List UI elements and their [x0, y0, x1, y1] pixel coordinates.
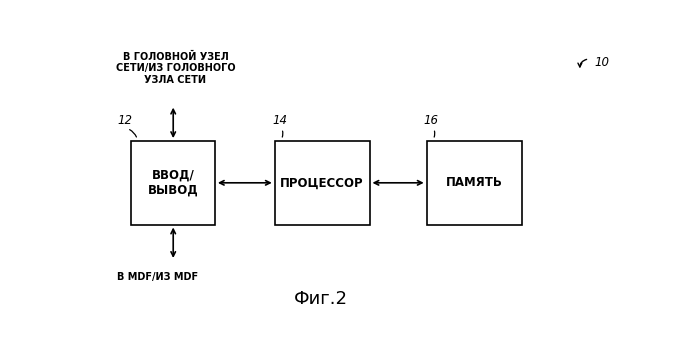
Bar — [426, 141, 522, 224]
Text: 12: 12 — [118, 114, 132, 127]
Text: В MDF/ИЗ MDF: В MDF/ИЗ MDF — [118, 272, 199, 282]
Text: 14: 14 — [272, 114, 287, 127]
Bar — [274, 141, 370, 224]
Text: Фиг.2: Фиг.2 — [294, 290, 348, 308]
Text: ВВОД/
ВЫВОД: ВВОД/ ВЫВОД — [148, 169, 198, 197]
Text: ПАМЯТЬ: ПАМЯТЬ — [446, 176, 503, 189]
Text: ПРОЦЕССОР: ПРОЦЕССОР — [280, 176, 364, 189]
Text: 10: 10 — [595, 56, 610, 69]
Text: 16: 16 — [424, 114, 439, 127]
Text: В ГОЛОВНОЙ УЗЕЛ
СЕТИ/ИЗ ГОЛОВНОГО
УЗЛА СЕТИ: В ГОЛОВНОЙ УЗЕЛ СЕТИ/ИЗ ГОЛОВНОГО УЗЛА С… — [116, 52, 235, 85]
Bar — [131, 141, 215, 224]
